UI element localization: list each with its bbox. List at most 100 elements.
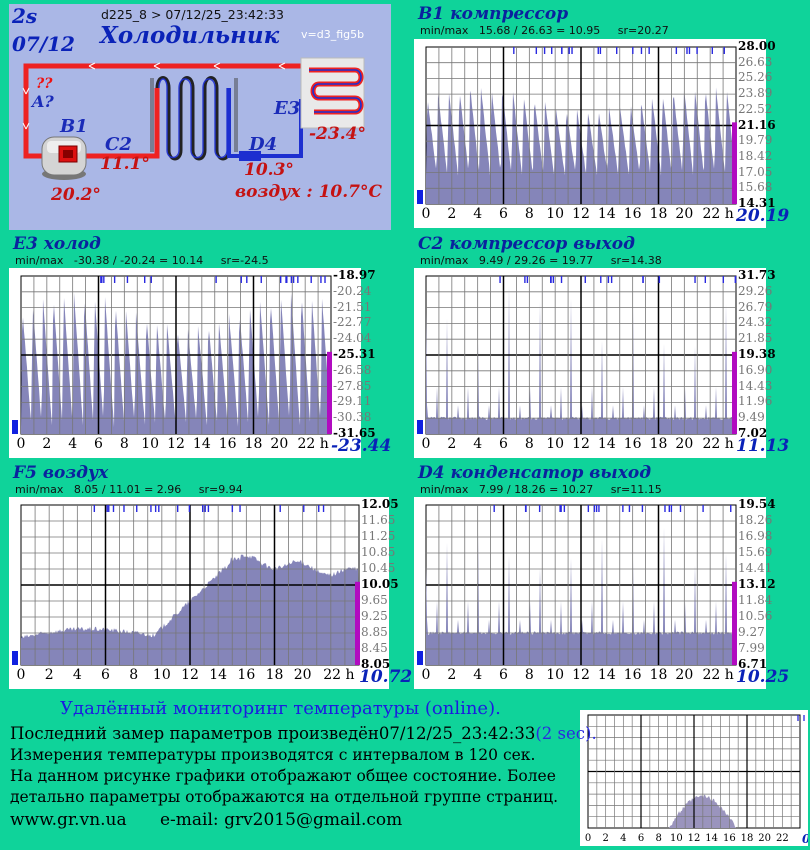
x-tick-label: 14 [597, 667, 616, 683]
y-tick-label: 23.89 [738, 86, 773, 101]
x-tick-label: 12 [572, 667, 590, 683]
y-tick-label: 26.63 [738, 54, 773, 69]
info-heading: Удалённый мониторинг температуры (online… [60, 698, 501, 719]
a-sensor-label: A? [32, 92, 54, 111]
chart-title-b1: B1 компрессор [418, 4, 569, 24]
y-tick-label: 11.65 [361, 513, 396, 527]
air-temperature: воздух : 10.7°C [235, 182, 383, 202]
x-tick-label: 16 [623, 667, 642, 683]
y-tick-label: 10.85 [361, 545, 396, 559]
x-tick-label: 0 [16, 436, 26, 452]
x-tick-label: 22 h [702, 667, 734, 683]
fridge-schematic [22, 57, 365, 180]
chart-title-c2: C2 компрессор выход [418, 234, 635, 254]
fridge-diagram: 2s 07/12 d225_8 > 07/12/25_23:42:33 Холо… [9, 4, 391, 230]
x-tick-label: 18 [649, 206, 668, 222]
y-tick-label: 8.05 [361, 657, 391, 671]
y-tick-label: 17.05 [738, 164, 773, 179]
y-tick-label: 14.31 [738, 196, 776, 210]
x-tick-label: 20 [675, 667, 694, 683]
y-tick-label: 14.41 [738, 561, 773, 575]
y-tick-label: 19.54 [738, 497, 776, 511]
chart-stats-c2: min/max 9.49 / 29.26 = 19.77 sr=14.38 [420, 254, 662, 267]
interval-label: 2s [12, 4, 38, 28]
x-tick-label: 10 [141, 436, 160, 452]
x-tick-label: 16 [623, 206, 642, 222]
y-tick-label: 19.38 [738, 347, 776, 361]
y-tick-label: 9.25 [361, 609, 388, 623]
x-tick-label: 18 [649, 436, 668, 452]
x-tick-label: 8 [524, 667, 534, 683]
x-tick-label: 12 [572, 436, 590, 452]
chart-svg-f5 [12, 504, 360, 666]
mini-x-tick-label: 8 [655, 833, 661, 844]
y-tick-label: 9.49 [738, 410, 765, 425]
y-tick-label: -20.24 [333, 283, 372, 298]
y-tick-label: 8.45 [361, 641, 388, 655]
y-tick-label: 28.00 [738, 39, 776, 53]
d4-sensor-value: 10.3° [244, 160, 294, 180]
version-label: v=d3_fig5b [301, 28, 365, 41]
y-tick-label: -22.77 [333, 315, 372, 330]
last-measure-line: Последний замер параметров произведён07/… [10, 724, 597, 743]
x-tick-label: 20 [293, 667, 312, 683]
mini-x-tick-label: 18 [741, 833, 754, 844]
x-tick-label: 2 [44, 667, 54, 683]
mini-x-tick-label: 0 [585, 833, 591, 844]
x-tick-label: 14 [597, 436, 616, 452]
y-tick-label: 10.56 [738, 609, 773, 623]
x-tick-label: 6 [499, 436, 508, 452]
x-tick-label: 0 [421, 436, 431, 452]
chart-stats-d4: min/max 7.99 / 18.26 = 10.27 sr=11.15 [420, 483, 662, 496]
site-link[interactable]: www.gr.vn.ua [10, 810, 127, 830]
x-tick-label: 8 [119, 436, 129, 452]
unknown-marks: ?? [36, 76, 53, 92]
x-tick-label: 22 h [702, 436, 734, 452]
y-tick-label: 15.69 [738, 545, 773, 559]
x-tick-label: 20 [270, 436, 289, 452]
y-tick-label: 7.99 [738, 641, 765, 655]
x-tick-label: 4 [473, 667, 483, 683]
chart-title-e3: E3 холод [13, 234, 101, 254]
y-tick-label: 21.16 [738, 117, 776, 132]
email-link[interactable]: e-mail: grv2015@gmail.com [160, 810, 403, 830]
x-tick-label: 12 [572, 206, 590, 222]
mini-x-tick-label: 10 [670, 833, 683, 844]
chart-stats-f5: min/max 8.05 / 11.01 = 2.96 sr=9.94 [15, 483, 243, 496]
x-tick-label: 0 [16, 667, 26, 683]
start-bar-b1 [417, 190, 423, 204]
mini-x-tick-label: 22 [776, 833, 789, 844]
x-tick-label: 14 [192, 436, 211, 452]
y-tick-label: 24.32 [738, 315, 773, 330]
y-tick-label: 11.25 [361, 529, 396, 543]
x-tick-label: 18 [649, 667, 668, 683]
last-measure-text: Последний замер параметров произведён07/… [10, 724, 536, 743]
device-line: d225_8 > 07/12/25_23:42:33 [101, 7, 284, 22]
x-tick-label: 20 [675, 206, 694, 222]
x-tick-label: 4 [72, 667, 82, 683]
start-bar-d4 [417, 651, 423, 665]
y-tick-label: 25.26 [738, 70, 773, 85]
y-tick-label: 15.68 [738, 180, 773, 195]
x-tick-label: 2 [447, 206, 457, 222]
x-tick-label: 0 [421, 667, 431, 683]
y-tick-label: -31.65 [333, 426, 376, 440]
y-tick-label: -25.31 [333, 347, 376, 361]
x-tick-label: 14 [209, 667, 228, 683]
y-tick-label: 9.27 [738, 625, 765, 639]
y-tick-label: 8.85 [361, 625, 388, 639]
x-tick-label: 2 [42, 436, 52, 452]
x-tick-label: 22 h [323, 667, 355, 683]
x-tick-label: 18 [244, 436, 263, 452]
current-bar-e3 [327, 351, 332, 434]
y-tick-label: 6.71 [738, 657, 768, 671]
mini-x-tick-label: 6 [638, 833, 644, 844]
chart-title-d4: D4 конденсатор выход [418, 463, 652, 483]
y-tick-label: 9.65 [361, 593, 388, 607]
y-tick-label: -26.58 [333, 362, 372, 377]
y-tick-label: -18.97 [333, 268, 376, 282]
y-tick-label: 16.90 [738, 362, 773, 377]
x-tick-label: 8 [129, 667, 139, 683]
x-tick-label: 10 [546, 436, 565, 452]
chart-f5 [9, 497, 389, 689]
